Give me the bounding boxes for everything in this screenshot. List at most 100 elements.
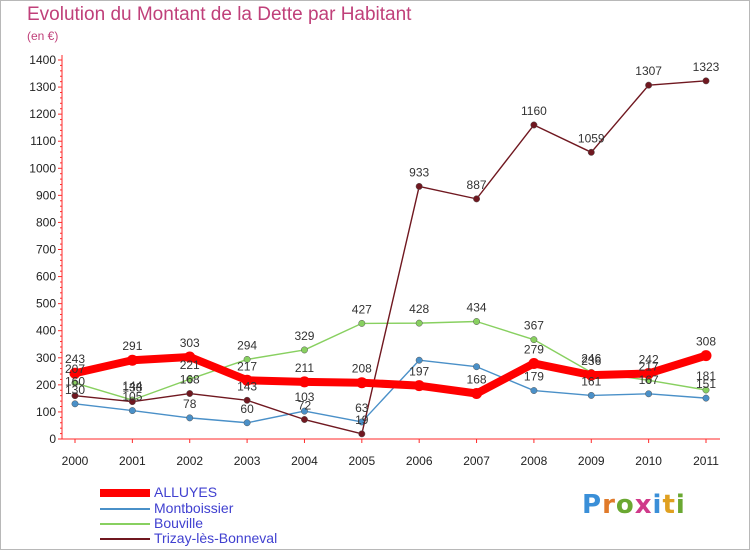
data-point [301,346,308,354]
data-label: 308 [696,335,716,349]
data-point [128,407,136,415]
data-label: 19 [355,413,369,427]
brand-letter: i [652,490,663,520]
data-label: 103 [294,390,314,404]
data-label: 179 [524,370,544,384]
data-label: 243 [65,352,85,366]
brand-logo: Proxiti [582,490,686,520]
legend-item-trizay: Trizay-lès-Bonneval [100,530,360,546]
y-tick-label: 600 [36,270,56,284]
data-label: 160 [65,375,85,389]
data-point [415,182,423,190]
data-label: 933 [409,165,429,179]
data-point [471,388,483,400]
series-line [74,359,707,424]
unit-label: (en €) [27,29,59,43]
data-point [645,81,653,89]
series-line [74,80,707,435]
y-tick-label: 400 [36,324,56,338]
data-point [702,77,710,85]
data-point [700,350,712,362]
brand-letter: t [662,490,676,520]
data-point [128,398,136,406]
data-label: 1160 [521,104,547,118]
data-label: 434 [467,301,487,315]
data-point [643,367,655,379]
data-label: 279 [524,342,544,356]
data-label: 181 [696,369,716,383]
data-point [184,351,196,363]
y-tick-label: 0 [49,432,56,446]
x-tick-label: 2007 [463,454,490,468]
data-label: 130 [65,383,85,397]
data-label: 329 [294,329,314,343]
data-point [71,379,79,387]
x-tick-label: 2003 [234,454,261,468]
data-label: 161 [581,374,601,388]
x-tick-label: 2008 [521,454,548,468]
data-point [415,319,423,327]
brand-letter: P [582,490,603,520]
data-label: 78 [183,397,197,411]
x-tick-label: 2005 [348,454,375,468]
y-tick-label: 100 [36,405,56,419]
brand-letter: o [615,490,635,520]
data-label: 168 [180,373,200,387]
data-point [243,396,251,404]
data-point [243,419,251,427]
data-point [356,377,368,389]
data-point [530,387,538,394]
legend-label: ALLUYES [154,484,218,500]
x-tick-label: 2011 [693,454,719,468]
y-tick-label: 1400 [29,53,56,67]
y-tick-label: 700 [36,243,56,257]
data-point [186,390,194,397]
brand-letter: i [675,490,686,520]
data-label: 427 [352,302,372,316]
data-label: 1323 [693,60,720,74]
data-point [126,354,138,366]
data-point [358,430,366,438]
legend-swatch [100,523,150,525]
data-point [186,375,194,383]
data-point [301,407,308,415]
line-chart: 0 100 200 300 400 500 600 700 800 900 1000 1100 1200… [29,53,720,468]
legend-swatch [100,508,150,510]
data-point [585,369,597,381]
data-label: 211 [295,361,314,375]
data-point [301,416,308,423]
data-label: 367 [524,319,544,333]
data-label: 428 [409,302,429,316]
data-point [587,391,595,399]
y-tick-label: 800 [36,215,56,229]
data-point [243,355,251,363]
data-point [528,357,540,369]
data-label: 221 [180,358,200,372]
data-point [702,394,710,402]
data-point [645,390,653,398]
data-point [358,319,366,327]
data-label: 217 [639,359,659,373]
brand-letter: r [602,490,616,520]
x-tick-label: 2004 [291,454,318,468]
y-tick-label: 1200 [29,107,56,121]
y-tick-label: 200 [36,378,56,392]
legend-item-bouville: Bouville [100,515,360,531]
y-tick-label: 500 [36,297,56,311]
data-label: 242 [639,352,659,366]
legend-label: Bouville [154,515,204,531]
data-label: 144 [122,379,142,393]
x-tick-label: 2002 [176,454,203,468]
data-point [413,380,425,392]
data-point [473,363,480,371]
x-tick-label: 2010 [635,454,662,468]
data-point [473,318,480,325]
data-label: 167 [639,373,659,387]
y-tick-label: 1100 [30,134,56,148]
data-label: 207 [65,362,85,376]
legend-item-alluyes: ALLUYES [100,484,360,500]
brand-letter: x [634,490,653,520]
data-label: 246 [581,351,601,365]
y-tick-label: 900 [36,188,56,202]
